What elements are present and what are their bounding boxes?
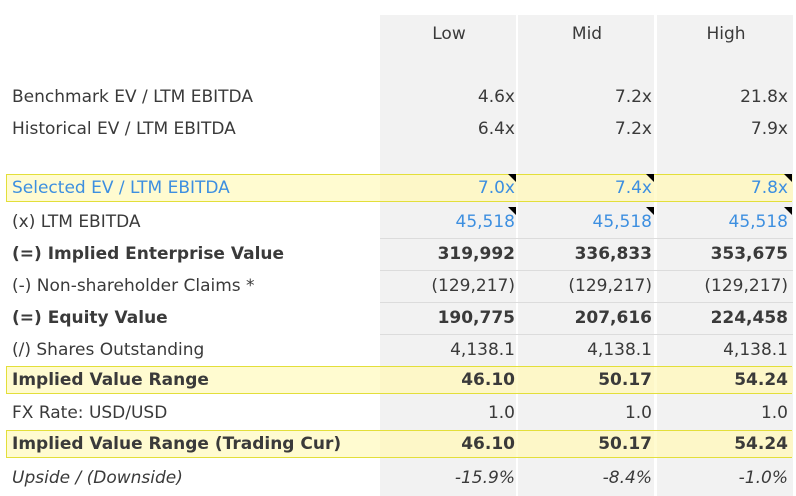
low-column-background: [380, 15, 516, 496]
row-label: (=) Equity Value: [12, 308, 168, 328]
row-divider: [380, 270, 793, 271]
upside-downside-row: Upside / (Downside) -15.9% -8.4% -1.0%: [0, 462, 796, 494]
mid-value[interactable]: 207,616: [574, 308, 652, 328]
high-value[interactable]: 54.24: [734, 434, 788, 454]
comment-marker-icon: [784, 174, 792, 182]
ltm-ebitda-row: (x) LTM EBITDA 45,518 45,518 45,518: [0, 206, 796, 238]
ebitda-mid-input[interactable]: 45,518: [592, 212, 652, 232]
selected-high-cell-bg: [657, 175, 793, 201]
row-divider: [380, 334, 793, 335]
row-label: Implied Value Range (Trading Cur): [12, 434, 342, 454]
header-high: High: [706, 24, 746, 44]
high-value[interactable]: 4,138.1: [723, 340, 788, 360]
implied-value-range-highlight: [6, 366, 793, 394]
high-value[interactable]: 1.0: [760, 403, 788, 423]
low-value[interactable]: 1.0: [487, 403, 515, 423]
row-divider: [380, 302, 793, 303]
implied-value-range-trading-row: Implied Value Range (Trading Cur) 46.10 …: [0, 428, 796, 460]
row-label: Benchmark EV / LTM EBITDA: [12, 87, 253, 107]
mid-value[interactable]: 7.2x: [614, 119, 652, 139]
comment-marker-icon: [646, 207, 654, 215]
ebitda-high-input[interactable]: 45,518: [728, 212, 788, 232]
comment-marker-icon: [646, 174, 654, 182]
shares-outstanding-row: (/) Shares Outstanding 4,138.1 4,138.1 4…: [0, 334, 796, 366]
mid-value[interactable]: -8.4%: [602, 468, 652, 488]
row-label: (/) Shares Outstanding: [12, 340, 205, 360]
high-value[interactable]: (129,217): [704, 276, 788, 296]
historical-multiple-row: Historical EV / LTM EBITDA 6.4x 7.2x 7.9…: [0, 113, 796, 145]
row-label: Historical EV / LTM EBITDA: [12, 119, 236, 139]
low-value[interactable]: 46.10: [461, 434, 515, 454]
low-value[interactable]: -15.9%: [454, 468, 515, 488]
trading-high-cell-bg: [657, 431, 793, 457]
range-high-cell-bg: [657, 367, 793, 393]
row-label: (=) Implied Enterprise Value: [12, 244, 285, 264]
mid-value[interactable]: 336,833: [574, 244, 652, 264]
range-mid-cell-bg: [518, 367, 654, 393]
non-shareholder-claims-row: (-) Non-shareholder Claims * (129,217) (…: [0, 270, 796, 302]
row-label: Implied Value Range: [12, 370, 209, 390]
row-label: Selected EV / LTM EBITDA: [12, 178, 230, 198]
mid-value[interactable]: 4,138.1: [587, 340, 652, 360]
mid-value[interactable]: 50.17: [598, 434, 652, 454]
row-label: FX Rate: USD/USD: [12, 403, 168, 423]
row-divider: [380, 238, 793, 239]
high-value[interactable]: 21.8x: [740, 87, 788, 107]
trading-mid-cell-bg: [518, 431, 654, 457]
fx-rate-row: FX Rate: USD/USD 1.0 1.0 1.0: [0, 397, 796, 429]
equity-value-row: (=) Equity Value 190,775 207,616 224,458: [0, 302, 796, 334]
low-value[interactable]: 190,775: [437, 308, 515, 328]
range-low-cell-bg: [380, 367, 516, 393]
ebitda-low-input[interactable]: 45,518: [455, 212, 515, 232]
selected-multiple-highlight: [6, 174, 793, 202]
implied-value-range-trading-highlight: [6, 430, 793, 458]
high-value[interactable]: 7.9x: [750, 119, 788, 139]
low-value[interactable]: 4.6x: [477, 87, 515, 107]
header-row: Low Mid High: [0, 18, 796, 50]
low-value[interactable]: 4,138.1: [450, 340, 515, 360]
selected-mid-cell-bg: [518, 175, 654, 201]
implied-value-range-row: Implied Value Range 46.10 50.17 54.24: [0, 364, 796, 396]
mid-value[interactable]: (129,217): [568, 276, 652, 296]
row-label: Upside / (Downside): [12, 468, 183, 488]
low-value[interactable]: 46.10: [461, 370, 515, 390]
high-value[interactable]: -1.0%: [738, 468, 788, 488]
trading-low-cell-bg: [380, 431, 516, 457]
comment-marker-icon: [508, 207, 516, 215]
implied-ev-row: (=) Implied Enterprise Value 319,992 336…: [0, 238, 796, 270]
low-value[interactable]: (129,217): [431, 276, 515, 296]
selected-low-input[interactable]: 7.0x: [477, 178, 515, 198]
selected-mid-input[interactable]: 7.4x: [614, 178, 652, 198]
comment-marker-icon: [784, 207, 792, 215]
mid-value[interactable]: 50.17: [598, 370, 652, 390]
comment-marker-icon: [508, 174, 516, 182]
mid-value[interactable]: 1.0: [624, 403, 652, 423]
mid-value[interactable]: 7.2x: [614, 87, 652, 107]
selected-high-input[interactable]: 7.8x: [750, 178, 788, 198]
high-value[interactable]: 54.24: [734, 370, 788, 390]
high-value[interactable]: 353,675: [710, 244, 788, 264]
benchmark-multiple-row: Benchmark EV / LTM EBITDA 4.6x 7.2x 21.8…: [0, 81, 796, 113]
row-label: (x) LTM EBITDA: [12, 212, 141, 232]
header-low: Low: [432, 24, 466, 44]
row-label: (-) Non-shareholder Claims *: [12, 276, 255, 296]
high-value[interactable]: 224,458: [710, 308, 788, 328]
low-value[interactable]: 319,992: [437, 244, 515, 264]
header-mid: Mid: [571, 24, 603, 44]
high-column-background: [657, 15, 793, 496]
low-value[interactable]: 6.4x: [477, 119, 515, 139]
mid-column-background: [518, 15, 654, 496]
selected-multiple-row: Selected EV / LTM EBITDA 7.0x 7.4x 7.8x: [0, 172, 796, 204]
selected-low-cell-bg: [380, 175, 516, 201]
